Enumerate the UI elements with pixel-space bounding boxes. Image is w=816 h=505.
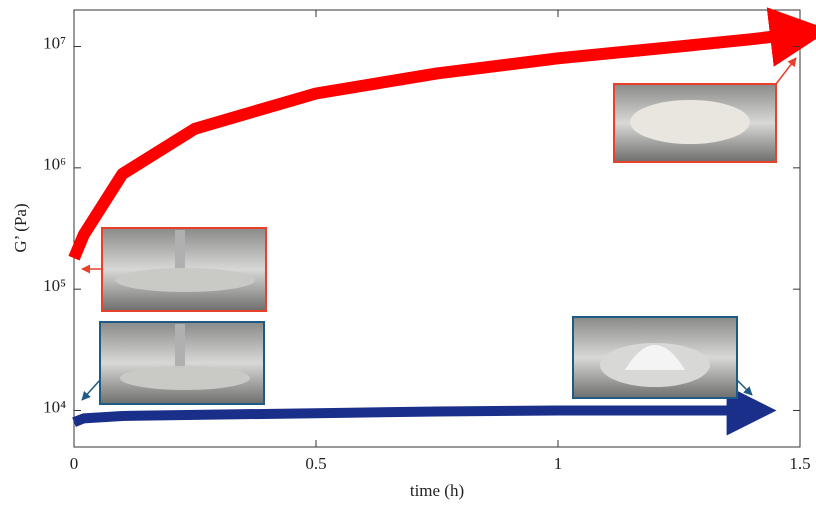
series-line xyxy=(72,385,777,436)
inset-sample xyxy=(630,100,750,144)
inset-pointer xyxy=(736,379,753,396)
inset-plate xyxy=(115,268,255,292)
inset-shaft xyxy=(175,324,185,374)
x-tick-label: 0 xyxy=(70,454,79,473)
y-axis-label: G’ (Pa) xyxy=(11,203,30,252)
plot-frame xyxy=(73,9,801,448)
inset-sample xyxy=(625,345,685,370)
insets xyxy=(81,57,797,405)
inset-pointer xyxy=(775,57,797,85)
inset-plate xyxy=(120,366,250,390)
y-tick-label: 10⁴ xyxy=(43,397,66,416)
y-tick-label: 10⁵ xyxy=(43,276,66,295)
inset-shaft xyxy=(175,230,185,280)
x-tick-label: 0.5 xyxy=(305,454,326,473)
x-axis-label: time (h) xyxy=(410,481,464,500)
x-tick-label: 1 xyxy=(554,454,563,473)
x-tick-label: 1.5 xyxy=(789,454,810,473)
y-tick-label: 10⁷ xyxy=(43,33,66,52)
data-layer xyxy=(68,7,816,436)
series-line xyxy=(68,7,816,261)
y-tick-label: 10⁶ xyxy=(43,155,66,174)
inset-pointer xyxy=(81,379,101,401)
